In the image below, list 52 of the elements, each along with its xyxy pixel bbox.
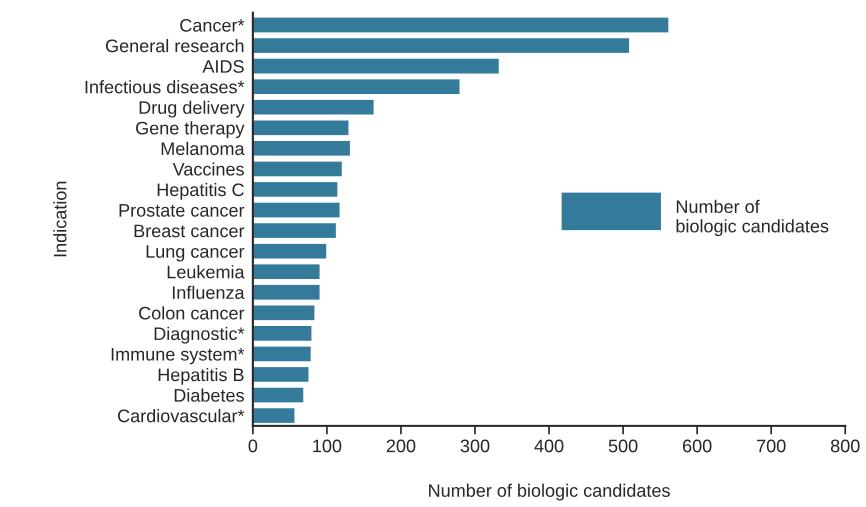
y-tick-label: Colon cancer [139, 306, 244, 320]
bar [252, 16, 670, 34]
bar [252, 222, 338, 240]
bar [252, 78, 461, 96]
bar [252, 201, 341, 219]
bar [252, 366, 310, 384]
y-tick-label: Leukemia [168, 265, 245, 278]
bar [252, 242, 328, 260]
bar [252, 98, 375, 116]
y-tick-label: Lung cancer [146, 245, 244, 262]
bar [252, 345, 312, 363]
y-tick-label: Prostate cancer [120, 204, 244, 217]
y-tick-label: Gene therapy [136, 121, 245, 138]
x-tick-label: 100 [313, 440, 342, 452]
y-tick-label: General research [106, 39, 244, 52]
x-tick-label: 0 [248, 440, 258, 452]
y-tick-label: Diagnostic* [154, 326, 244, 344]
x-tick-label: 500 [608, 440, 638, 452]
text: Number of biologic candidates [676, 200, 828, 236]
y-tick-label: Vaccines [172, 162, 244, 176]
y-tick-label: Infectious diseases* [86, 80, 244, 94]
x-tick-label: 700 [757, 440, 786, 452]
y-axis-title: Indication [53, 182, 66, 256]
x-tick-label: 800 [830, 440, 860, 452]
y-tick-label: Hepatitis B [158, 368, 244, 385]
bar [252, 284, 321, 301]
y-tick-label: Diabetes [174, 388, 244, 402]
y-tick-label: Cardiovascular* [118, 409, 244, 422]
x-tick-label: 400 [534, 440, 564, 452]
bar [252, 57, 500, 75]
bar [252, 386, 305, 404]
y-tick-label: Breast cancer [134, 224, 244, 238]
bar [252, 180, 339, 198]
y-tick-label: Influenza [172, 286, 245, 299]
bar [252, 36, 630, 54]
x-tick-label: 200 [386, 440, 416, 452]
bar [252, 119, 350, 137]
y-tick-label: Cancer* [180, 18, 244, 32]
y-tick-label: Drug delivery [140, 100, 245, 118]
x-tick-label: 600 [682, 440, 712, 452]
y-tick-label: Immune system* [112, 348, 244, 364]
bar [252, 324, 313, 342]
bar [252, 160, 344, 178]
bar [252, 140, 352, 158]
y-tick-label: Melanoma [162, 142, 245, 156]
bar [252, 406, 296, 424]
bar [252, 262, 321, 280]
bar [252, 304, 316, 322]
x-tick-label: 300 [460, 440, 490, 452]
y-tick-label: Hepatitis C [158, 182, 244, 200]
x-axis-title: Number of biologic candidates [429, 484, 670, 501]
y-tick-label: AIDS [202, 60, 244, 73]
